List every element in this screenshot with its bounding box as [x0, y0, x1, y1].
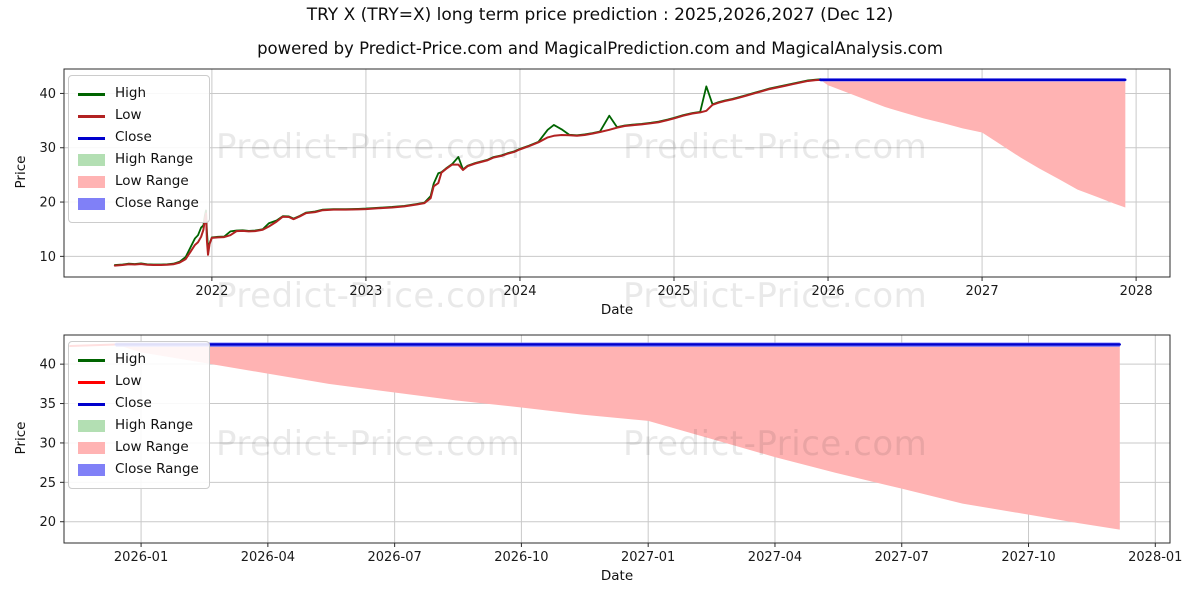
overview-legend: High Low Close High Range Low Range Close Ran… [68, 75, 210, 223]
y-tick-label: 35 [39, 397, 56, 412]
watermark-text: Predict-Price.com [623, 276, 928, 316]
x-tick-label: 2026-04 [241, 550, 295, 565]
plot-frame [63, 68, 1171, 278]
low-line [113, 78, 822, 267]
legend-item-close-range: Close Range [78, 459, 199, 481]
legend-label: Close [115, 395, 152, 412]
x-tick-label: 2027-07 [875, 550, 929, 565]
x-tick-label: 2027-01 [621, 550, 675, 565]
forecast-legend: High Low Close High Range Low Range Close Ran… [68, 341, 210, 489]
legend-label: High Range [115, 151, 194, 168]
watermark-text: Predict-Price.com [623, 424, 928, 464]
legend-item-low: Low [78, 105, 199, 127]
legend-swatch [78, 154, 105, 166]
overview-x-axis-label: Date [600, 302, 634, 318]
legend-label: Low Range [115, 439, 189, 456]
x-tick-label: 2028 [1120, 284, 1153, 299]
legend-item-low-range: Low Range [78, 171, 199, 193]
y-tick-label: 25 [39, 476, 56, 491]
legend-label: High Range [115, 417, 194, 434]
legend-swatch [78, 114, 105, 118]
forecast-y-axis-label: Price [13, 421, 29, 455]
high-line [113, 78, 822, 266]
x-tick-label: 2027-10 [1001, 550, 1055, 565]
legend-item-close: Close [78, 127, 199, 149]
legend-swatch [78, 92, 105, 96]
legend-label: Close Range [115, 195, 199, 212]
watermark-text: Predict-Price.com [623, 127, 928, 167]
x-tick-label: 2026-07 [367, 550, 421, 565]
legend-swatch [78, 420, 105, 432]
legend-swatch [78, 358, 105, 362]
legend-item-high-range: High Range [78, 415, 199, 437]
x-tick-label: 2026-10 [494, 550, 548, 565]
legend-swatch [78, 136, 105, 140]
close-range-band [115, 342, 1120, 347]
legend-swatch [78, 176, 105, 188]
legend-label: Close [115, 129, 152, 146]
legend-item-high-range: High Range [78, 149, 199, 171]
x-tick-label: 2028-01 [1128, 550, 1182, 565]
legend-swatch [78, 402, 105, 406]
legend-swatch [78, 198, 105, 210]
legend-label: High [115, 85, 147, 102]
y-tick-label: 20 [39, 196, 56, 211]
legend-item-close: Close [78, 393, 199, 415]
legend-label: Low [115, 107, 142, 124]
y-tick-label: 30 [39, 141, 56, 156]
watermark-text: Predict-Price.com [216, 276, 521, 316]
legend-item-high: High [78, 349, 199, 371]
watermark-text: Predict-Price.com [216, 127, 521, 167]
legend-label: Low Range [115, 173, 189, 190]
legend-item-low-range: Low Range [78, 437, 199, 459]
legend-item-close-range: Close Range [78, 193, 199, 215]
legend-swatch [78, 380, 105, 384]
y-tick-label: 40 [39, 358, 56, 373]
y-tick-label: 10 [39, 250, 56, 265]
y-tick-label: 20 [39, 515, 56, 530]
y-tick-label: 40 [39, 87, 56, 102]
legend-swatch [78, 442, 105, 454]
legend-swatch [78, 464, 105, 476]
legend-label: Low [115, 373, 142, 390]
overview-y-axis-label: Price [13, 155, 29, 189]
legend-label: High [115, 351, 147, 368]
chart-title: TRY X (TRY=X) long term price prediction… [306, 5, 894, 25]
y-tick-label: 30 [39, 436, 56, 451]
chart-subtitle: powered by Predict-Price.com and Magical… [257, 39, 943, 58]
x-tick-label: 2027 [966, 284, 999, 299]
legend-item-high: High [78, 83, 199, 105]
x-tick-label: 2027-04 [748, 550, 802, 565]
x-tick-label: 2026-01 [114, 550, 168, 565]
legend-label: Close Range [115, 461, 199, 478]
forecast-x-axis-label: Date [600, 568, 634, 584]
close-range-band [820, 78, 1126, 82]
watermark-text: Predict-Price.com [216, 424, 521, 464]
legend-item-low: Low [78, 371, 199, 393]
